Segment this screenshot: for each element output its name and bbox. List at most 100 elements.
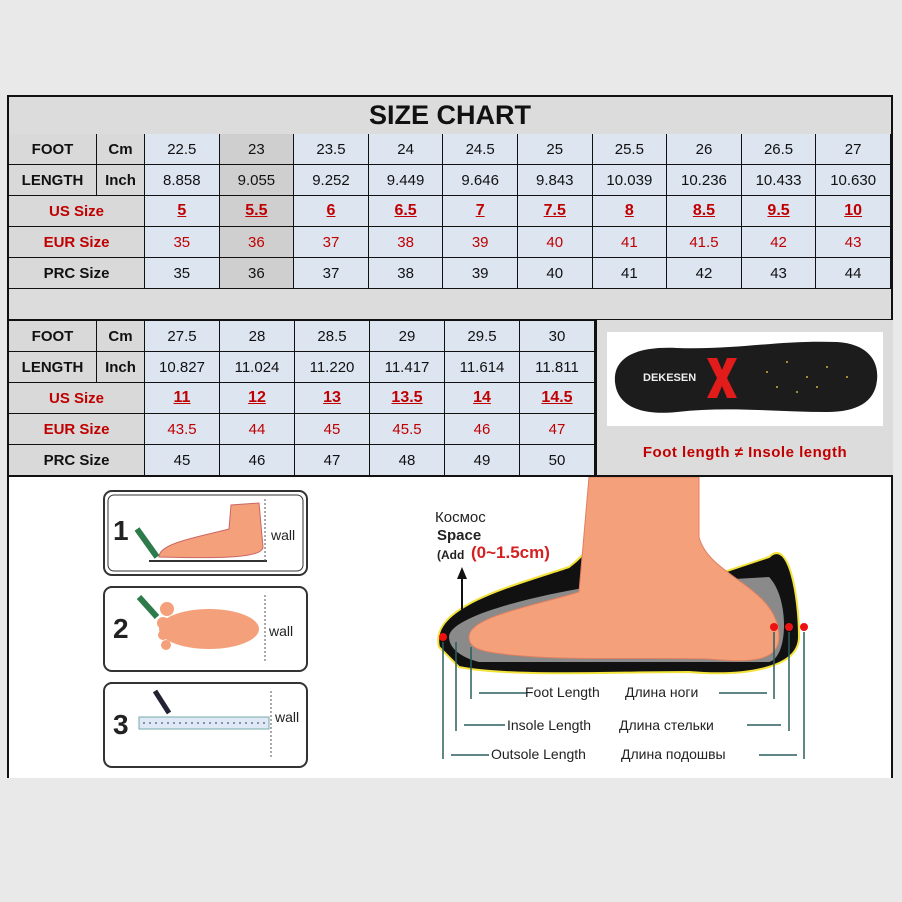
- step-3-wall-label: wall: [275, 709, 300, 725]
- inch-value: 10.433: [741, 165, 817, 196]
- us-size-value: 6.5: [368, 196, 444, 227]
- us-size-label: US Size: [9, 196, 145, 227]
- prc-size-value: 36: [219, 258, 295, 289]
- us-size-value: 14: [445, 383, 520, 414]
- step-2-illustration: [103, 586, 308, 672]
- prc-size-value: 43: [741, 258, 817, 289]
- inch-value: 10.827: [145, 352, 220, 383]
- eur-size-value: 36: [219, 227, 295, 258]
- step-3-illustration: [103, 682, 308, 768]
- eur-size-value: 45.5: [370, 414, 445, 445]
- prc-size-value: 38: [368, 258, 444, 289]
- inch-value: 9.252: [294, 165, 369, 196]
- prc-size-label: PRC Size: [9, 258, 145, 289]
- inch-label: Inch: [97, 165, 145, 196]
- inch-label: Inch: [97, 352, 145, 383]
- insole-length-ru: Длина стельки: [619, 717, 714, 733]
- inch-value: 9.449: [368, 165, 444, 196]
- us-size-value: 10: [816, 196, 891, 227]
- cm-value: 28.5: [295, 321, 370, 352]
- eur-size-value: 43.5: [145, 414, 220, 445]
- cm-value: 22.5: [145, 134, 220, 165]
- eur-size-value: 39: [443, 227, 518, 258]
- foot-length-ru: Длина ноги: [625, 684, 699, 700]
- prc-size-value: 37: [294, 258, 369, 289]
- cm-value: 29.5: [445, 321, 520, 352]
- cm-value: 28: [220, 321, 295, 352]
- us-size-value: 8.5: [667, 196, 742, 227]
- eur-size-value: 41: [592, 227, 668, 258]
- eur-size-value: 46: [445, 414, 520, 445]
- space-label-ru: Космос: [435, 509, 486, 526]
- inch-value: 11.220: [295, 352, 370, 383]
- prc-size-value: 49: [445, 445, 520, 476]
- cm-value: 23: [219, 134, 295, 165]
- step-1-illustration: [103, 490, 308, 576]
- prc-size-label: PRC Size: [9, 445, 145, 476]
- eur-size-value: 43: [816, 227, 891, 258]
- prc-size-value: 48: [370, 445, 445, 476]
- inch-value: 11.024: [220, 352, 295, 383]
- inch-value: 8.858: [145, 165, 220, 196]
- eur-size-value: 35: [145, 227, 220, 258]
- cm-value: 27.5: [145, 321, 220, 352]
- eur-size-label: EUR Size: [9, 227, 145, 258]
- outsole-length-label: Outsole Length: [491, 746, 586, 762]
- eur-size-value: 45: [295, 414, 370, 445]
- inch-value: 9.055: [219, 165, 295, 196]
- eur-size-value: 47: [520, 414, 595, 445]
- prc-size-value: 39: [443, 258, 518, 289]
- add-value: (0~1.5cm): [471, 543, 550, 562]
- step-2-number: 2: [113, 613, 129, 644]
- shoe-foot-illustration: [437, 477, 808, 759]
- foot-label: FOOT: [9, 321, 97, 352]
- eur-size-label: EUR Size: [9, 414, 145, 445]
- eur-size-value: 40: [517, 227, 593, 258]
- measurement-guide: 1 wall 2 wall 3 wall Космос Space (Add (…: [9, 475, 891, 778]
- prc-size-value: 44: [816, 258, 891, 289]
- length-label: LENGTH: [9, 165, 97, 196]
- cm-value: 24.5: [443, 134, 518, 165]
- eur-size-value: 44: [220, 414, 295, 445]
- foot-label: FOOT: [9, 134, 97, 165]
- prc-size-value: 41: [592, 258, 668, 289]
- insole-length-label: Insole Length: [507, 717, 592, 733]
- insole-panel: DEKESEN Foot length ≠ Insole length: [595, 320, 893, 475]
- size-chart: SIZE CHART FOOT Cm 22.5 23 23.5 24 24.5 25 25.5 2…: [7, 95, 893, 778]
- cm-value: 27: [816, 134, 891, 165]
- prc-size-value: 46: [220, 445, 295, 476]
- prc-size-value: 45: [145, 445, 220, 476]
- eur-size-value: 37: [294, 227, 369, 258]
- us-size-value: 13: [295, 383, 370, 414]
- cm-value: 26.5: [741, 134, 817, 165]
- prc-size-value: 40: [517, 258, 593, 289]
- eur-size-value: 41.5: [667, 227, 742, 258]
- step-2-wall-label: wall: [269, 623, 294, 639]
- cm-value: 26: [667, 134, 742, 165]
- size-table-1: FOOT Cm 22.5 23 23.5 24 24.5 25 25.5 26 26.5 27 LENG…: [9, 134, 891, 289]
- inch-value: 11.811: [520, 352, 595, 383]
- add-label: (Add: [437, 548, 465, 562]
- insole-brand: DEKESEN: [643, 372, 697, 384]
- us-size-value: 5: [145, 196, 220, 227]
- us-size-value: 6: [294, 196, 369, 227]
- insole-image: DEKESEN: [607, 332, 883, 426]
- cm-value: 29: [370, 321, 445, 352]
- cm-label: Cm: [97, 134, 145, 165]
- foot-length-label: Foot Length: [525, 684, 600, 700]
- inch-value: 10.039: [592, 165, 668, 196]
- size-table-2: FOOT Cm 27.5 28 28.5 29 29.5 30 LENGTH Inch 10.827…: [9, 321, 595, 476]
- length-label: LENGTH: [9, 352, 97, 383]
- inch-value: 11.417: [370, 352, 445, 383]
- us-size-value: 12: [220, 383, 295, 414]
- us-size-value: 9.5: [741, 196, 817, 227]
- inch-value: 9.646: [443, 165, 518, 196]
- table-gap: [9, 289, 891, 321]
- eur-size-value: 38: [368, 227, 444, 258]
- us-size-value: 8: [592, 196, 668, 227]
- inch-value: 10.630: [816, 165, 891, 196]
- prc-size-value: 35: [145, 258, 220, 289]
- outsole-length-ru: Длина подошвы: [621, 746, 726, 762]
- us-size-value: 11: [145, 383, 220, 414]
- us-size-value: 5.5: [219, 196, 295, 227]
